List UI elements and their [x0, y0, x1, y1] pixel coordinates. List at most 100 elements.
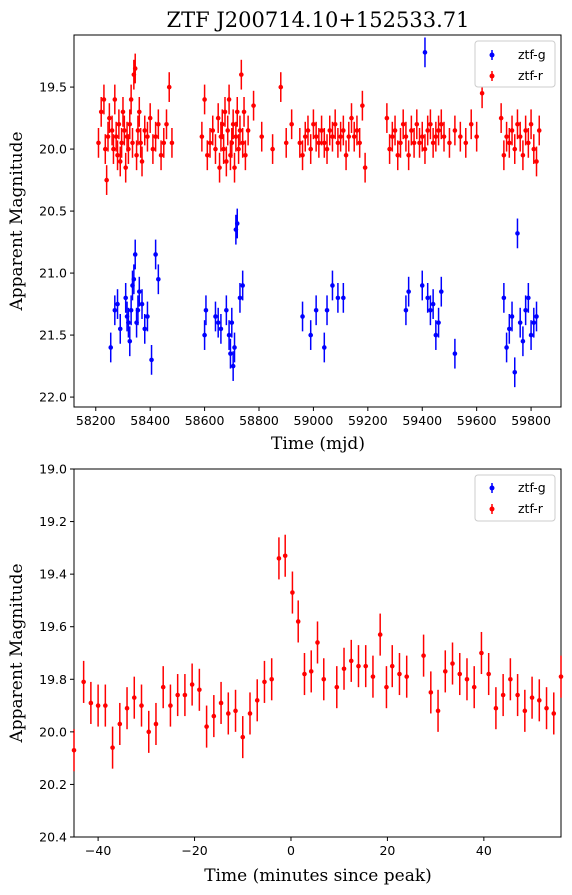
data-marks — [96, 37, 542, 388]
data-marker — [240, 734, 246, 740]
data-marker — [226, 332, 232, 338]
data-point-ztf-g — [218, 314, 224, 344]
data-marker — [409, 128, 414, 133]
data-marker — [222, 109, 228, 115]
data-point-ztf-r — [501, 140, 507, 171]
data-marker — [113, 134, 119, 139]
data-point-ztf-r — [452, 115, 458, 146]
data-marker — [387, 146, 392, 152]
data-point-ztf-r — [107, 103, 112, 133]
data-marker — [254, 698, 260, 703]
x-tick-label: 59800 — [511, 413, 551, 428]
data-marker — [126, 320, 131, 325]
data-marker — [526, 295, 531, 301]
data-marker — [422, 50, 428, 55]
data-marker — [417, 140, 422, 146]
data-point-ztf-r — [536, 115, 542, 146]
data-marker — [131, 695, 137, 700]
data-point-ztf-g — [452, 338, 458, 369]
x-tick-label: 59200 — [348, 413, 388, 428]
data-marker — [153, 134, 158, 139]
data-marker — [139, 703, 144, 708]
data-marker — [283, 140, 289, 146]
data-point-ztf-g — [149, 345, 154, 375]
data-marker — [81, 679, 86, 685]
data-point-ztf-r — [127, 109, 133, 140]
data-marker — [403, 307, 409, 313]
data-marker — [404, 674, 410, 679]
data-marker — [313, 134, 319, 139]
data-marker — [145, 134, 150, 139]
data-point-ztf-r — [239, 59, 244, 90]
data-marker — [132, 252, 138, 257]
data-marker — [346, 134, 352, 139]
x-tick-label: 59600 — [457, 413, 497, 428]
data-marker — [204, 724, 209, 729]
data-point-ztf-r — [411, 128, 417, 158]
data-point-ztf-g — [108, 332, 114, 363]
data-marker — [384, 115, 390, 121]
data-point-ztf-r — [226, 84, 232, 115]
data-marker — [245, 128, 251, 133]
data-point-ztf-g — [523, 295, 528, 326]
data-point-ztf-r — [520, 140, 526, 171]
data-point-ztf-g — [117, 314, 123, 344]
data-point-ztf-g — [501, 283, 507, 313]
data-marker — [334, 684, 340, 690]
data-marker — [236, 146, 241, 152]
data-marker — [259, 134, 265, 139]
data-marker — [305, 128, 311, 133]
data-point-ztf-r — [243, 140, 248, 171]
data-marker — [112, 97, 118, 102]
data-marker — [341, 295, 346, 301]
data-marker — [232, 165, 237, 170]
data-marker — [130, 140, 135, 146]
y-axis-label: Apparent Magnitude — [7, 131, 27, 311]
data-marker — [234, 109, 240, 115]
data-marker — [132, 66, 138, 71]
data-point-ztf-r — [210, 115, 216, 146]
data-point-ztf-r — [147, 103, 153, 133]
data-marker — [240, 140, 245, 146]
data-point-ztf-r — [283, 128, 289, 158]
data-marker — [300, 152, 305, 158]
data-point-ztf-r — [199, 121, 205, 152]
data-point-ztf-r — [471, 666, 477, 709]
data-point-ztf-r — [254, 679, 260, 722]
data-marker — [233, 134, 239, 139]
data-marker — [110, 745, 115, 750]
data-marker — [421, 653, 426, 658]
data-point-ztf-r — [158, 140, 164, 171]
data-point-ztf-g — [237, 283, 243, 313]
data-marker — [237, 128, 243, 133]
data-marker — [127, 338, 133, 344]
data-marker — [441, 134, 447, 139]
data-point-ztf-r — [404, 655, 410, 698]
legend-marker-ztf-r — [489, 71, 495, 81]
data-marker — [357, 140, 362, 146]
data-marker — [239, 72, 244, 77]
data-marker — [534, 314, 539, 319]
data-point-ztf-g — [229, 307, 235, 338]
data-point-ztf-g — [531, 307, 537, 338]
data-marker — [175, 692, 180, 698]
data-point-ztf-r — [130, 128, 135, 158]
legend-marker-ztf-g — [489, 483, 495, 493]
data-marker — [117, 326, 123, 332]
data-marker — [308, 332, 313, 338]
data-point-ztf-r — [498, 103, 504, 133]
data-point-ztf-r — [245, 115, 251, 146]
data-point-ztf-r — [232, 152, 237, 183]
data-marker — [428, 121, 433, 127]
data-marker — [111, 146, 116, 152]
data-marker — [226, 97, 232, 102]
data-marker — [528, 332, 534, 338]
data-point-ztf-r — [217, 152, 222, 183]
y-tick-label: 20.2 — [39, 777, 67, 792]
data-marker — [189, 682, 195, 687]
data-point-ztf-r — [463, 128, 469, 158]
data-marker — [308, 669, 314, 674]
data-marker — [398, 140, 403, 146]
data-marker — [517, 134, 523, 139]
